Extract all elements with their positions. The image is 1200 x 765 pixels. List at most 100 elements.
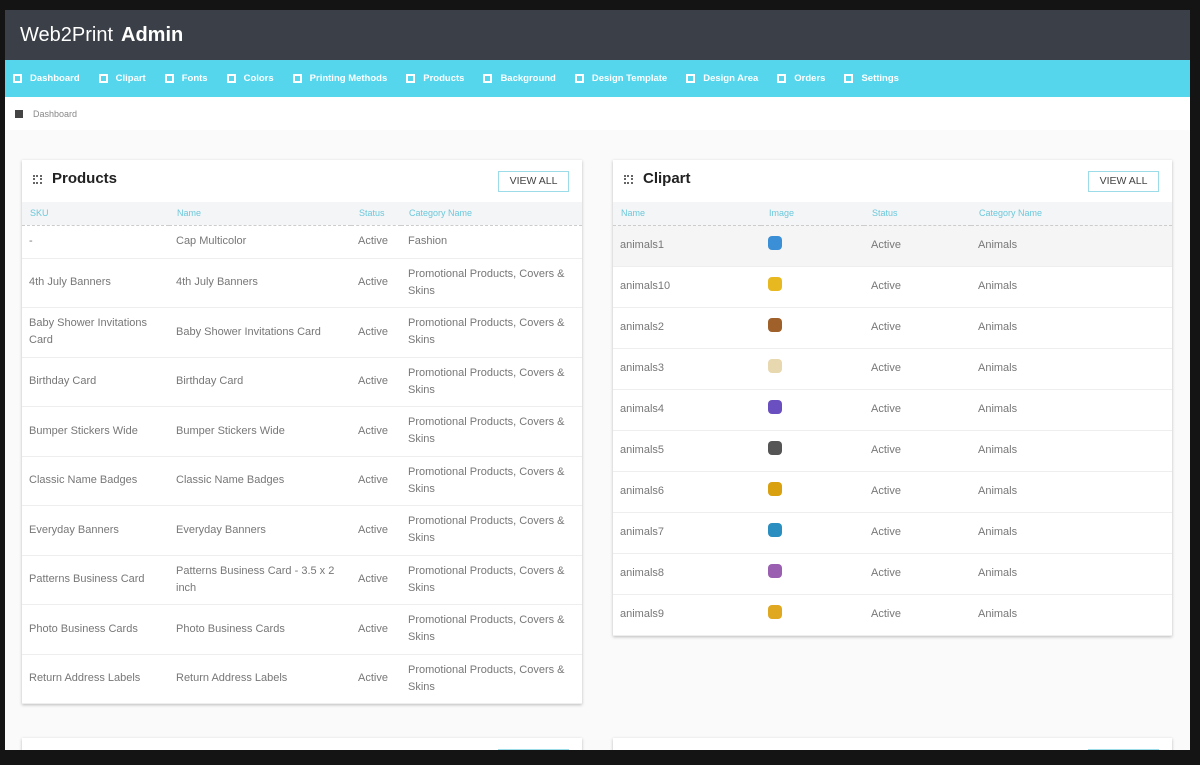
table-cell: Everyday Banners bbox=[22, 505, 169, 556]
column-header: Status bbox=[864, 202, 971, 226]
nav-label: Orders bbox=[794, 73, 826, 84]
image-cell bbox=[761, 594, 864, 636]
table-cell: Cap Multicolor bbox=[169, 225, 351, 259]
table-cell: - bbox=[22, 225, 169, 259]
table-row[interactable]: Bumper Stickers Wide Bumper Stickers Wide… bbox=[22, 406, 582, 457]
table-row[interactable]: Birthday Card Birthday Card Active Promotio… bbox=[22, 357, 582, 407]
nav-item[interactable]: Orders bbox=[777, 73, 825, 84]
table: Name Image Status Category Name animals1 Acti… bbox=[613, 202, 1172, 636]
view-all-button[interactable]: VIEW ALL bbox=[1088, 171, 1159, 192]
clipart-image bbox=[768, 399, 782, 414]
table-cell: Promotional Products, Covers & Skins bbox=[401, 505, 582, 556]
table-row[interactable]: animals1 Active Animals bbox=[613, 225, 1172, 267]
table-cell: Bumper Stickers Wide bbox=[169, 406, 351, 457]
table-cell: 4th July Banners bbox=[169, 258, 351, 308]
app-title: Admin bbox=[121, 24, 184, 46]
column-header: Status bbox=[351, 202, 401, 226]
table-row[interactable]: Photo Business Cards Photo Business Cards… bbox=[22, 604, 582, 655]
nav-item[interactable]: Products bbox=[406, 73, 464, 84]
nav-item[interactable]: Design Template bbox=[574, 73, 667, 84]
nav-item[interactable]: Colors bbox=[226, 73, 274, 84]
nav-item[interactable]: Clipart bbox=[98, 73, 146, 84]
nav-label: Products bbox=[423, 73, 465, 84]
table-cell: Active bbox=[351, 456, 401, 506]
column-header: SKU bbox=[22, 202, 169, 226]
table-row[interactable]: Patterns Business Card Patterns Business … bbox=[22, 555, 582, 605]
table-cell: Active bbox=[351, 258, 401, 308]
screen: Web2Print Admin Dashboard Clipart Fonts Colo… bbox=[5, 10, 1190, 750]
nav-icon bbox=[292, 74, 302, 83]
breadcrumb-item[interactable]: Dashboard bbox=[33, 109, 78, 119]
table-cell: Animals bbox=[971, 348, 1172, 390]
table-cell: animals7 bbox=[613, 512, 761, 554]
table-cell: Animals bbox=[971, 471, 1172, 513]
clipart-image bbox=[768, 522, 782, 537]
table-cell: Animals bbox=[971, 389, 1172, 431]
image-cell bbox=[761, 471, 864, 513]
nav-bar: Dashboard Clipart Fonts Colors Printing Meth… bbox=[5, 60, 1190, 97]
table-cell: Photo Business Cards bbox=[22, 604, 169, 655]
table-row[interactable]: 4th July Banners 4th July Banners Active Pr… bbox=[22, 258, 582, 308]
view-all-button[interactable]: VIEW ALL bbox=[498, 749, 569, 750]
image-cell bbox=[761, 512, 864, 554]
image-cell bbox=[761, 266, 864, 308]
table-cell: Return Address Labels bbox=[169, 654, 351, 704]
nav-item[interactable]: Background bbox=[483, 73, 556, 84]
panel-header: Products VIEW ALL bbox=[22, 160, 582, 202]
view-all-button[interactable]: VIEW ALL bbox=[498, 171, 569, 192]
nav-item[interactable]: Fonts bbox=[164, 73, 208, 84]
table-row[interactable]: animals2 Active Animals bbox=[613, 307, 1172, 349]
table-cell: Classic Name Badges bbox=[22, 456, 169, 506]
table-cell: Active bbox=[351, 654, 401, 704]
table-row[interactable]: animals8 Active Animals bbox=[613, 553, 1172, 595]
table-row[interactable]: animals10 Active Animals bbox=[613, 266, 1172, 308]
table-row[interactable]: animals5 Active Animals bbox=[613, 430, 1172, 472]
table-row[interactable]: Classic Name Badges Classic Name Badges Ac… bbox=[22, 456, 582, 506]
table-row[interactable]: Baby Shower Invitations Card Baby Shower … bbox=[22, 307, 582, 358]
image-cell bbox=[761, 225, 864, 267]
table-cell: animals10 bbox=[613, 266, 761, 308]
panel-title: Clipart bbox=[643, 170, 691, 187]
nav-item[interactable]: Design Area bbox=[686, 73, 758, 84]
image-cell bbox=[761, 307, 864, 349]
table-row[interactable]: animals9 Active Animals bbox=[613, 594, 1172, 636]
table-cell: Active bbox=[864, 553, 971, 595]
column-header: Name bbox=[169, 202, 351, 226]
table-cell: Promotional Products, Covers & Skins bbox=[401, 456, 582, 506]
table-cell: Everyday Banners bbox=[169, 505, 351, 556]
table-cell: Promotional Products, Covers & Skins bbox=[401, 604, 582, 655]
table-cell: Animals bbox=[971, 225, 1172, 267]
table-cell: animals2 bbox=[613, 307, 761, 349]
table-cell: Animals bbox=[971, 430, 1172, 472]
table-cell: Patterns Business Card - 3.5 x 2 inch bbox=[169, 555, 351, 605]
column-header: Category Name bbox=[971, 202, 1172, 226]
nav-label: Clipart bbox=[115, 73, 146, 84]
view-all-button[interactable]: VIEW ALL bbox=[1088, 749, 1159, 750]
table-row[interactable]: animals3 Active Animals bbox=[613, 348, 1172, 390]
table-cell: Active bbox=[864, 512, 971, 554]
table-row[interactable]: animals7 Active Animals bbox=[613, 512, 1172, 554]
table: SKU Name Status Category Name - Cap Multicolo… bbox=[22, 202, 582, 704]
table-cell: animals8 bbox=[613, 553, 761, 595]
image-cell bbox=[761, 348, 864, 390]
table-row[interactable]: Return Address Labels Return Address Labe… bbox=[22, 654, 582, 704]
table-cell: Active bbox=[351, 357, 401, 407]
table-cell: Animals bbox=[971, 594, 1172, 636]
table-cell: Active bbox=[864, 266, 971, 308]
table-row[interactable]: animals4 Active Animals bbox=[613, 389, 1172, 431]
nav-item[interactable]: Settings bbox=[844, 73, 899, 84]
table-row[interactable]: animals6 Active Animals bbox=[613, 471, 1172, 513]
table-cell: Active bbox=[351, 604, 401, 655]
nav-item[interactable]: Printing Methods bbox=[292, 73, 387, 84]
nav-item[interactable]: Dashboard bbox=[13, 73, 80, 84]
table-cell: Active bbox=[864, 307, 971, 349]
grid-icon bbox=[33, 175, 42, 184]
table-row[interactable]: - Cap Multicolor Active Fashion bbox=[22, 225, 582, 259]
header-row: Name Image Status Category Name bbox=[613, 202, 1172, 226]
table-cell: Active bbox=[864, 430, 971, 472]
table-row[interactable]: Everyday Banners Everyday Banners Active Pr… bbox=[22, 505, 582, 556]
panel-header: Fonts VIEW ALL bbox=[22, 738, 582, 750]
table-cell: Patterns Business Card bbox=[22, 555, 169, 605]
table-cell: Return Address Labels bbox=[22, 654, 169, 704]
table-cell: Promotional Products, Covers & Skins bbox=[401, 258, 582, 308]
